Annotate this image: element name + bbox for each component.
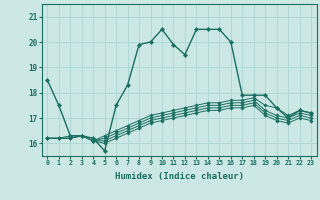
- X-axis label: Humidex (Indice chaleur): Humidex (Indice chaleur): [115, 172, 244, 181]
